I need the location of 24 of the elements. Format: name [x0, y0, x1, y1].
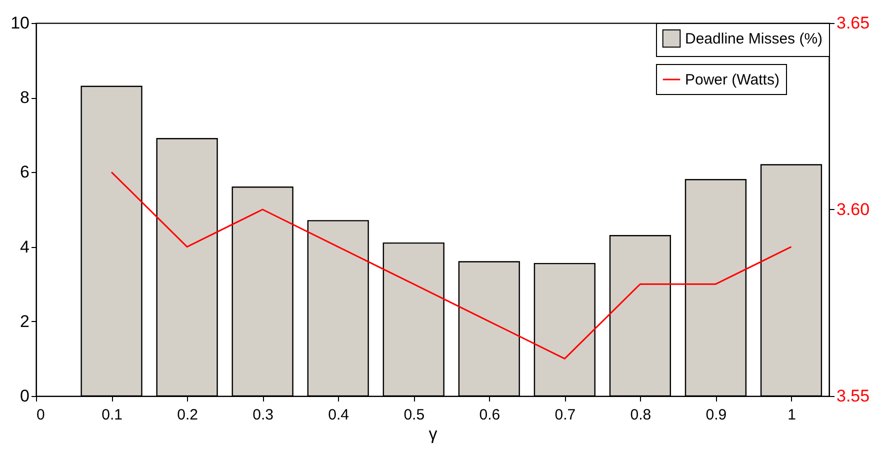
x-tick-label: 0.8 [630, 406, 652, 424]
y-tick-label: 2 [20, 312, 30, 331]
y2-tick-label: 3.65 [836, 14, 870, 32]
x-axis-title: γ [428, 424, 438, 444]
x-tick-label: 0.1 [102, 406, 122, 424]
y2-tick-label: 3.55 [836, 386, 870, 406]
y-tick-label: 10 [10, 14, 30, 32]
legend-label: Power (Watts) [685, 72, 780, 88]
y-tick-label: 4 [20, 237, 30, 256]
y-tick-label: 8 [20, 88, 30, 108]
x-tick-label: 0 [36, 406, 45, 424]
y-tick-label: 6 [20, 162, 30, 182]
x-tick-label: 0.7 [554, 406, 576, 424]
x-tick-label: 0.3 [252, 406, 274, 424]
x-tick-label: 0.4 [328, 406, 350, 424]
x-tick-label: 0.5 [404, 406, 425, 424]
x-tick-label: 0.6 [479, 406, 500, 424]
legend-label: Deadline Misses (%) [685, 30, 823, 48]
y2-tick-label: 3.60 [836, 200, 870, 219]
x-tick-label: 1 [788, 406, 796, 424]
x-tick-label: 0.9 [706, 406, 727, 424]
y-tick-label: 0 [20, 386, 30, 406]
line-series [110, 171, 792, 360]
x-tick-label: 0.2 [177, 406, 198, 424]
